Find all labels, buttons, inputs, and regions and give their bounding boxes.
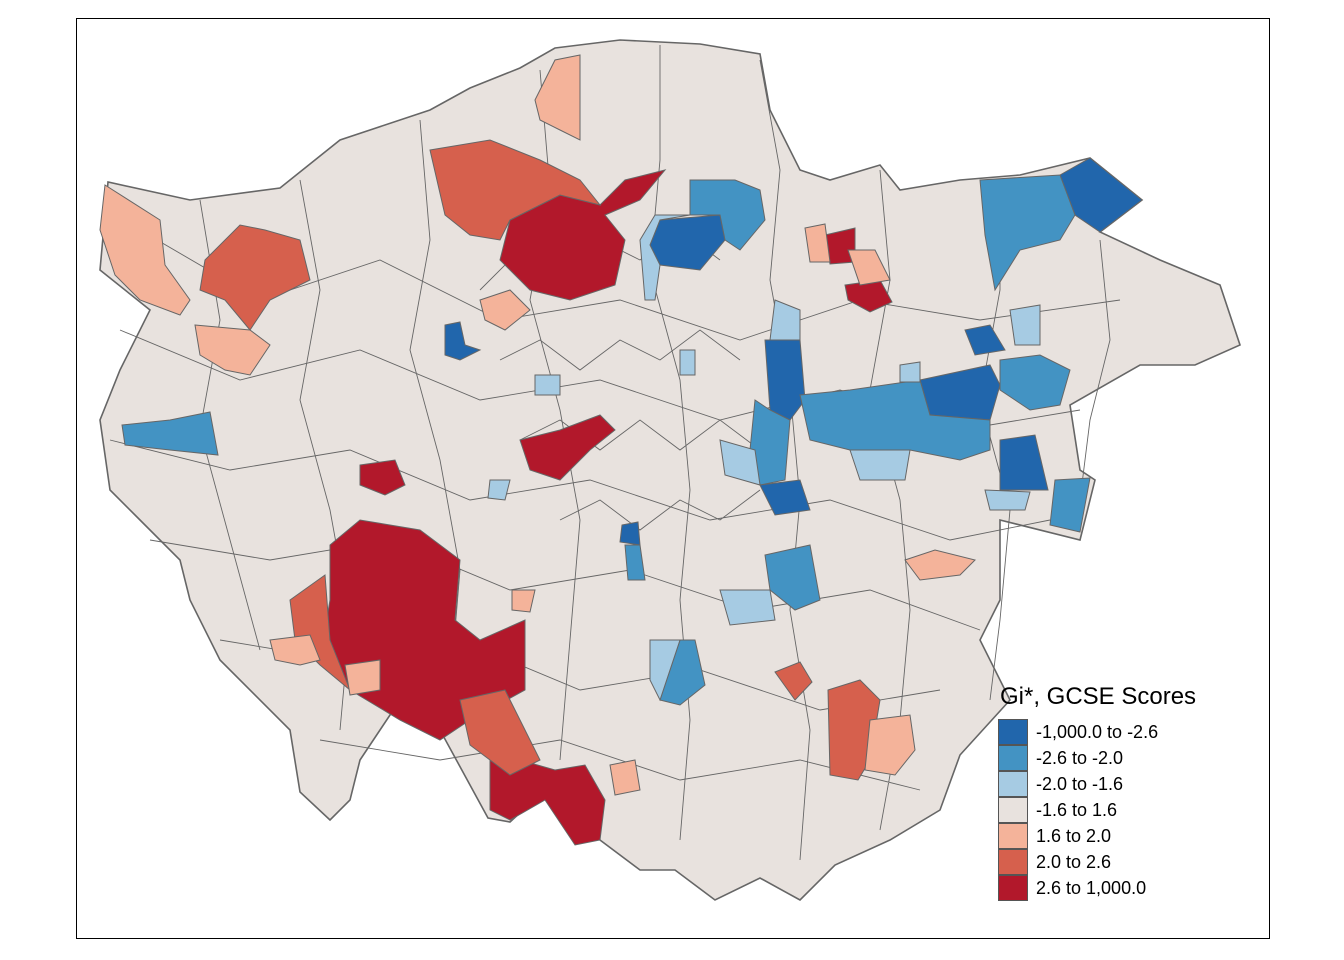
pale-cool-north [639, 214, 691, 301]
legend-label: -2.6 to -2.0 [1036, 747, 1124, 768]
legend-item: -2.6 to -2.0 [998, 745, 1196, 771]
legend-item: 1.6 to 2.0 [998, 823, 1196, 849]
legend-label: -2.0 to -1.6 [1036, 773, 1124, 794]
legend-swatch [998, 797, 1028, 823]
legend-swatch [998, 719, 1028, 745]
legend-label: -1.6 to 1.6 [1036, 799, 1118, 820]
legend-item: -1,000.0 to -2.6 [998, 719, 1196, 745]
warm-northwest [199, 224, 311, 331]
choropleth-map [99, 39, 1241, 901]
legend-swatch [998, 849, 1028, 875]
legend-item: 2.0 to 2.6 [998, 849, 1196, 875]
light-warm-northwest [194, 324, 271, 376]
light-warm-north [479, 54, 581, 331]
legend-swatch [998, 823, 1028, 849]
map-legend: Gi*, GCSE Scores -1,000.0 to -2.6 -2.6 to… [998, 683, 1196, 901]
cool-east-band [799, 354, 1091, 533]
warm-south [459, 689, 541, 776]
legend-item: -1.6 to 1.6 [998, 797, 1196, 823]
legend-item: 2.6 to 1,000.0 [998, 875, 1196, 901]
legend-swatch [998, 875, 1028, 901]
light-warm-northeast [804, 223, 891, 286]
hotspot-northwest-small [359, 459, 406, 496]
legend-swatch [998, 771, 1028, 797]
cool-north [689, 179, 766, 251]
legend-label: 1.6 to 2.0 [1036, 825, 1112, 846]
legend-item: -2.0 to -1.6 [998, 771, 1196, 797]
pale-cool-east [849, 304, 1041, 511]
hotspot-central-west [519, 414, 616, 481]
cool-northeast [979, 174, 1076, 292]
legend-title: Gi*, GCSE Scores [1000, 683, 1197, 710]
cool-west [121, 411, 219, 456]
legend-label: -1,000.0 to -2.6 [1036, 721, 1159, 742]
light-warm-south [511, 589, 641, 796]
legend-label: 2.0 to 2.6 [1036, 851, 1112, 872]
warm-south-centre [774, 661, 813, 701]
light-warm-southwest [269, 634, 381, 696]
pale-cool-centre [649, 299, 801, 702]
pale-cool-west [487, 349, 696, 501]
legend-swatch [998, 745, 1028, 771]
light-warm-west [99, 184, 191, 316]
light-warm-southeast [864, 549, 976, 776]
legend-label: 2.6 to 1,000.0 [1036, 877, 1147, 898]
warm-north [429, 139, 602, 241]
